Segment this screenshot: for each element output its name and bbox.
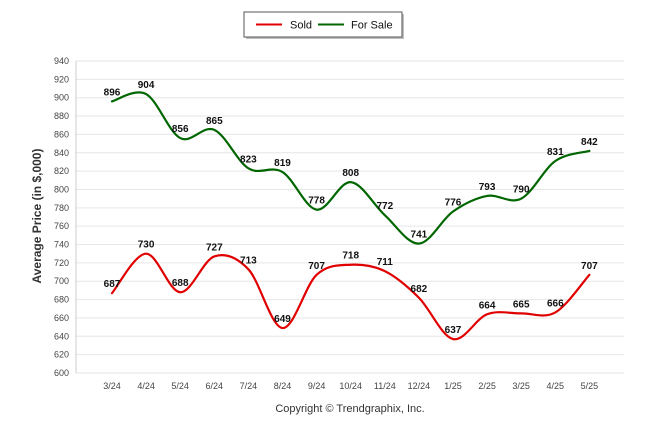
y-tick-label: 860 bbox=[54, 129, 69, 139]
x-axis-ticks: 3/24 4/24 5/24 6/24 7/24 8/24 9/24 10/24 11/24 12… bbox=[103, 381, 598, 391]
x-tick-label: 2/25 bbox=[478, 381, 496, 391]
y-tick-label: 880 bbox=[54, 111, 69, 121]
y-tick-label: 660 bbox=[54, 313, 69, 323]
data-label-for-sale: 823 bbox=[240, 154, 257, 165]
x-tick-label: 1/25 bbox=[444, 381, 462, 391]
x-tick-label: 5/24 bbox=[171, 381, 189, 391]
series-line-for-sale bbox=[110, 91, 591, 245]
x-tick-label: 6/24 bbox=[206, 381, 224, 391]
y-tick-label: 760 bbox=[54, 221, 69, 231]
x-tick-label: 12/24 bbox=[408, 381, 431, 391]
y-tick-label: 940 bbox=[54, 56, 69, 66]
data-label-sold: 687 bbox=[104, 279, 121, 290]
y-tick-label: 640 bbox=[54, 331, 69, 341]
data-label-for-sale: 790 bbox=[513, 185, 530, 196]
x-tick-label: 7/24 bbox=[240, 381, 258, 391]
data-label-for-sale: 904 bbox=[138, 80, 155, 91]
data-label-for-sale: 776 bbox=[445, 197, 462, 208]
data-label-for-sale: 808 bbox=[342, 168, 359, 179]
copyright-footer: Copyright © Trendgraphix, Inc. bbox=[275, 403, 424, 415]
data-label-sold: 649 bbox=[274, 314, 291, 325]
y-tick-label: 800 bbox=[54, 184, 69, 194]
data-label-for-sale: 793 bbox=[479, 182, 496, 193]
x-tick-label: 11/24 bbox=[374, 381, 396, 391]
data-label-for-sale: 778 bbox=[308, 196, 325, 207]
data-label-sold: 707 bbox=[581, 261, 598, 272]
x-tick-label: 5/25 bbox=[581, 381, 599, 391]
legend: Sold For Sale bbox=[243, 11, 404, 39]
y-tick-label: 840 bbox=[54, 148, 69, 158]
y-tick-label: 780 bbox=[54, 203, 69, 213]
data-label-sold: 727 bbox=[206, 242, 223, 253]
y-tick-label: 680 bbox=[54, 295, 69, 305]
data-label-for-sale: 865 bbox=[206, 116, 223, 127]
data-label-sold: 707 bbox=[308, 261, 325, 272]
data-label-sold: 665 bbox=[513, 299, 530, 310]
y-tick-label: 920 bbox=[54, 74, 69, 84]
y-axis-ticks: 600 620 640 660 680 700 720 740 760 780 800 820 840 8… bbox=[54, 56, 69, 378]
legend-label-for-sale: For Sale bbox=[351, 20, 393, 32]
y-tick-label: 900 bbox=[54, 93, 69, 103]
data-label-sold: 682 bbox=[411, 284, 428, 295]
data-label-for-sale: 842 bbox=[581, 137, 598, 148]
legend-label-sold: Sold bbox=[290, 20, 312, 32]
grid bbox=[75, 60, 624, 374]
y-tick-label: 820 bbox=[54, 166, 69, 176]
x-tick-label: 4/25 bbox=[547, 381, 565, 391]
data-label-sold: 713 bbox=[240, 255, 257, 266]
data-label-sold: 718 bbox=[342, 251, 359, 262]
data-label-for-sale: 856 bbox=[172, 124, 189, 135]
x-tick-label: 3/24 bbox=[103, 381, 121, 391]
y-tick-label: 740 bbox=[54, 240, 69, 250]
x-tick-label: 3/25 bbox=[512, 381, 530, 391]
x-tick-label: 4/24 bbox=[137, 381, 155, 391]
data-label-for-sale: 831 bbox=[547, 147, 564, 158]
data-label-sold: 688 bbox=[172, 278, 189, 289]
x-tick-label: 10/24 bbox=[339, 381, 362, 391]
x-tick-label: 9/24 bbox=[308, 381, 326, 391]
y-tick-label: 700 bbox=[54, 276, 69, 286]
x-tick-label: 8/24 bbox=[274, 381, 292, 391]
data-label-sold: 666 bbox=[547, 298, 564, 309]
data-label-sold: 664 bbox=[479, 300, 496, 311]
data-labels: 687 730 688 727 713 649 707 718 711 682 637 664 665 6… bbox=[104, 80, 599, 336]
y-tick-label: 600 bbox=[54, 368, 69, 378]
data-label-for-sale: 819 bbox=[274, 158, 291, 169]
data-label-sold: 730 bbox=[138, 240, 155, 251]
data-label-for-sale: 896 bbox=[104, 87, 121, 98]
data-label-sold: 637 bbox=[445, 325, 462, 336]
y-tick-label: 620 bbox=[54, 350, 69, 360]
data-label-for-sale: 772 bbox=[376, 201, 393, 212]
data-label-sold: 711 bbox=[377, 257, 394, 268]
data-label-for-sale: 741 bbox=[411, 230, 428, 241]
series-line-sold bbox=[110, 252, 591, 341]
y-tick-label: 720 bbox=[54, 258, 69, 268]
y-axis-label: Average Price (in $,000) bbox=[30, 149, 44, 284]
series-lines bbox=[110, 91, 591, 341]
